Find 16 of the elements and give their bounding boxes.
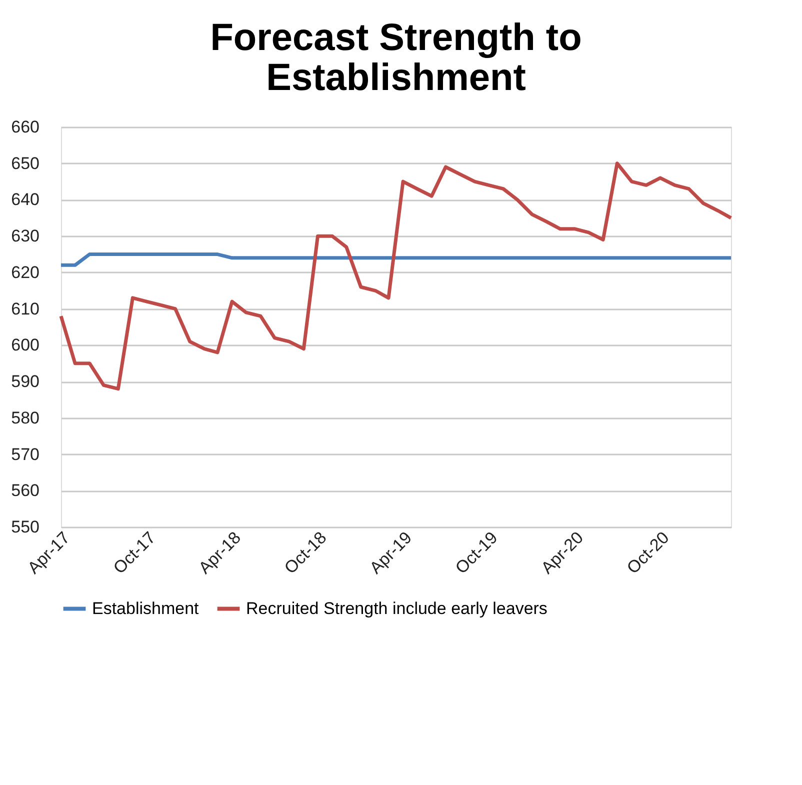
y-tick-label: 600 — [11, 336, 40, 355]
y-tick-label: 570 — [11, 444, 40, 464]
y-tick-label: 620 — [11, 262, 40, 282]
y-tick-label: 640 — [11, 190, 40, 210]
y-tick-label: 630 — [11, 226, 40, 246]
y-tick-label: 550 — [11, 518, 40, 536]
y-tick-label: 650 — [11, 154, 40, 173]
y-tick-label: 560 — [11, 481, 40, 500]
y-tick-label: 590 — [11, 372, 40, 392]
legend-label: Establishment — [92, 598, 200, 618]
line-series — [59, 162, 733, 391]
y-tick-label: 660 — [11, 118, 40, 136]
legend-label: Recruited Strength include early leavers — [246, 598, 548, 618]
y-tick-label: 610 — [11, 299, 40, 318]
chart-title: Forecast Strength to Establishment — [210, 17, 582, 99]
y-tick-label: 580 — [11, 408, 40, 428]
